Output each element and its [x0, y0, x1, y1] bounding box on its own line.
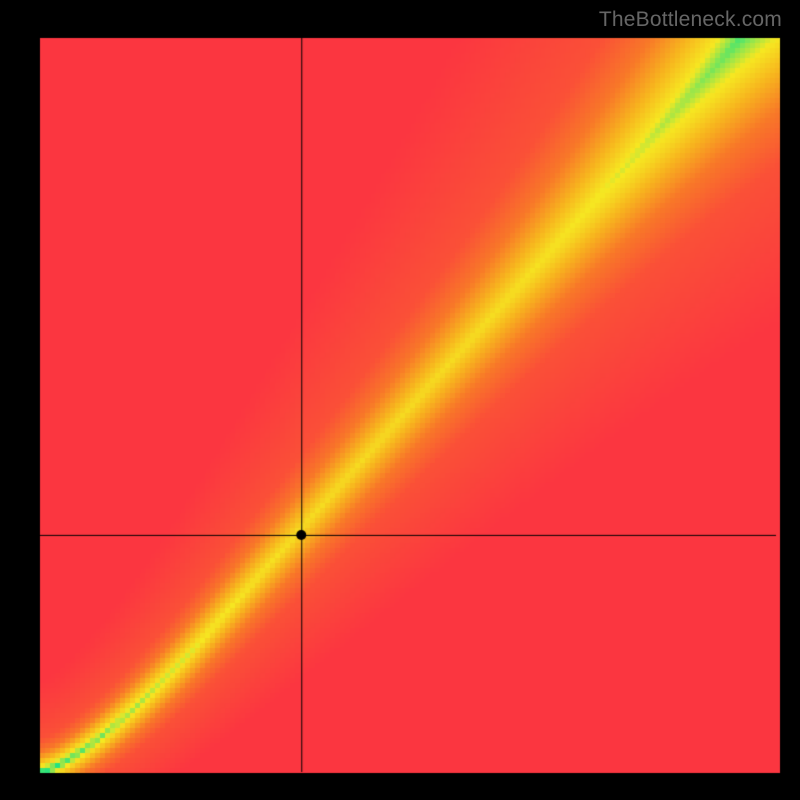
heatmap-canvas	[0, 0, 800, 800]
watermark-text: TheBottleneck.com	[599, 8, 782, 32]
chart-container: TheBottleneck.com	[0, 0, 800, 800]
